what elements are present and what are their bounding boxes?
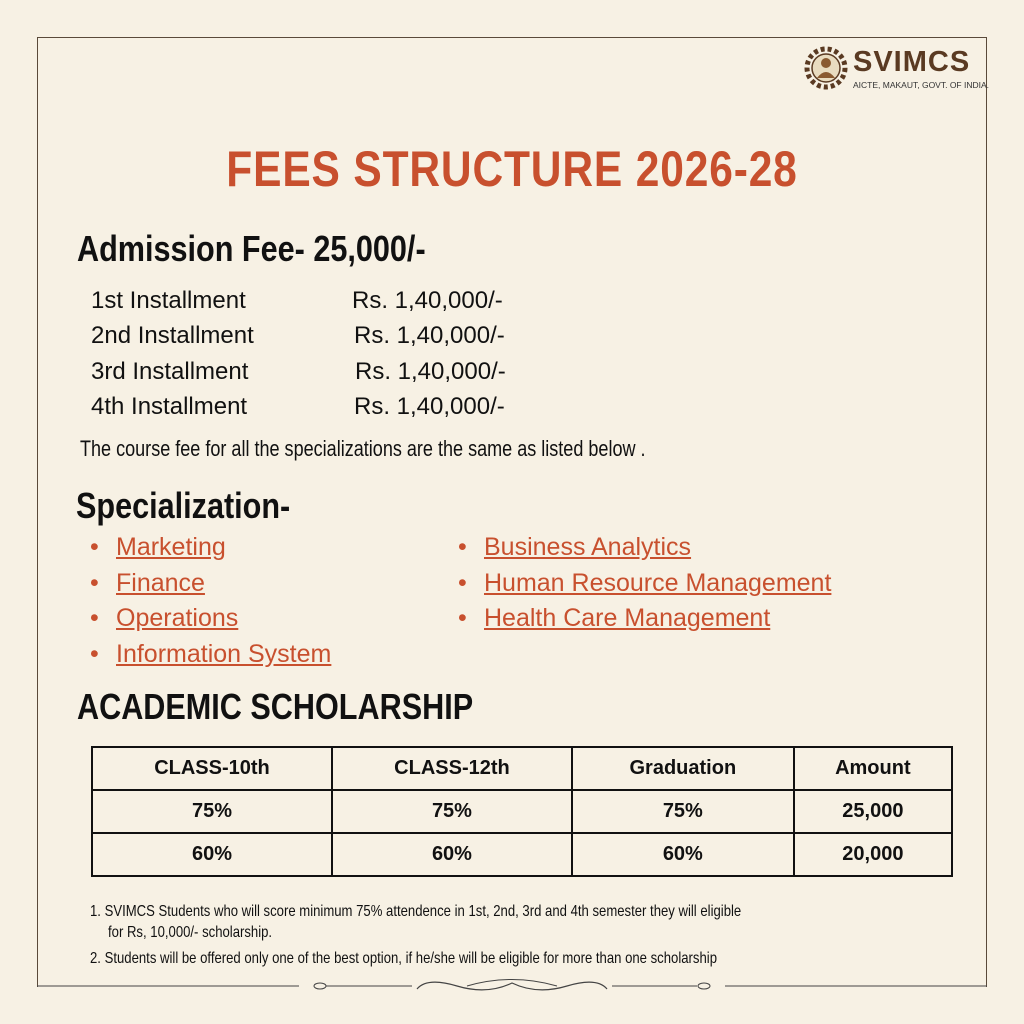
- cell: 75%: [91, 789, 333, 834]
- list-item: • Marketing: [90, 533, 331, 569]
- installment-label: 4th Installment: [91, 393, 248, 420]
- header-cell: Amount: [792, 746, 954, 791]
- page-title: FEES STRUCTURE 2026-28: [226, 141, 798, 197]
- ornamental-divider-icon: [37, 979, 987, 991]
- footnote-2: 2. Students will be offered only one of …: [90, 950, 717, 967]
- installment-amount: Rs. 1,40,000/-: [352, 287, 503, 314]
- list-item: • Health Care Management: [458, 604, 831, 640]
- specialization-link-operations[interactable]: Operations: [116, 604, 239, 632]
- table-header-row: CLASS-10th CLASS-12th Graduation Amount: [91, 746, 954, 791]
- cell: 60%: [570, 832, 795, 877]
- installment-label: 2nd Installment: [91, 322, 254, 349]
- header-cell: CLASS-10th: [91, 746, 333, 791]
- list-item: • Operations: [90, 604, 331, 640]
- header-cell: Graduation: [570, 746, 795, 791]
- specialization-list-left: • Marketing • Finance • Operations • Informa…: [90, 533, 331, 675]
- list-item: • Human Resource Management: [458, 569, 831, 605]
- cell: 20,000: [792, 832, 954, 877]
- specialization-list-right: • Business Analytics • Human Resource Mana…: [458, 533, 831, 640]
- bullet-icon: •: [90, 639, 99, 668]
- header-cell: CLASS-12th: [330, 746, 573, 791]
- logo-name: SVIMCS: [853, 46, 971, 78]
- cell: 60%: [91, 832, 333, 877]
- installment-amount: Rs. 1,40,000/-: [355, 358, 506, 385]
- table-row: 75% 75% 75% 25,000: [91, 789, 954, 834]
- installment-label: 3rd Installment: [91, 358, 249, 385]
- footnote-1: 1. SVIMCS Students who will score minimu…: [90, 903, 742, 920]
- specialization-link-health-care[interactable]: Health Care Management: [484, 604, 771, 632]
- cell: 75%: [330, 789, 573, 834]
- bullet-icon: •: [458, 604, 467, 632]
- gear-emblem-icon: [804, 46, 848, 90]
- bullet-icon: •: [458, 568, 467, 597]
- specialization-link-finance[interactable]: Finance: [116, 568, 205, 597]
- footnote-1-cont: for Rs, 10,000/- scholarship.: [108, 924, 273, 941]
- specialization-link-hrm[interactable]: Human Resource Management: [484, 568, 832, 597]
- bullet-icon: •: [90, 568, 99, 597]
- list-item: • Business Analytics: [458, 533, 831, 569]
- bullet-icon: •: [90, 604, 99, 632]
- cell: 25,000: [792, 789, 954, 834]
- installment-amount: Rs. 1,40,000/-: [354, 322, 505, 349]
- course-fee-note: The course fee for all the specializatio…: [80, 436, 646, 461]
- specialization-heading: Specialization-: [76, 485, 291, 526]
- cell: 60%: [330, 832, 573, 877]
- cell: 75%: [570, 789, 795, 834]
- list-item: • Finance: [90, 569, 331, 605]
- admission-fee-heading: Admission Fee- 25,000/-: [77, 228, 426, 269]
- specialization-link-business-analytics[interactable]: Business Analytics: [484, 533, 692, 561]
- scholarship-heading: ACADEMIC SCHOLARSHIP: [77, 686, 474, 727]
- specialization-link-information-system[interactable]: Information System: [116, 639, 332, 668]
- list-item: • Information System: [90, 640, 331, 676]
- installment-amount: Rs. 1,40,000/-: [354, 393, 505, 420]
- svimcs-logo: SVIMCS AICTE, MAKAUT, GOVT. OF INDIA.: [803, 44, 989, 96]
- scholarship-table: CLASS-10th CLASS-12th Graduation Amount …: [91, 746, 954, 877]
- table-row: 60% 60% 60% 20,000: [91, 832, 954, 877]
- bullet-icon: •: [458, 533, 467, 561]
- logo-subtitle: AICTE, MAKAUT, GOVT. OF INDIA.: [853, 80, 990, 90]
- specialization-link-marketing[interactable]: Marketing: [116, 533, 226, 561]
- installment-label: 1st Installment: [91, 287, 246, 314]
- page-frame: [37, 37, 987, 987]
- bullet-icon: •: [90, 533, 99, 561]
